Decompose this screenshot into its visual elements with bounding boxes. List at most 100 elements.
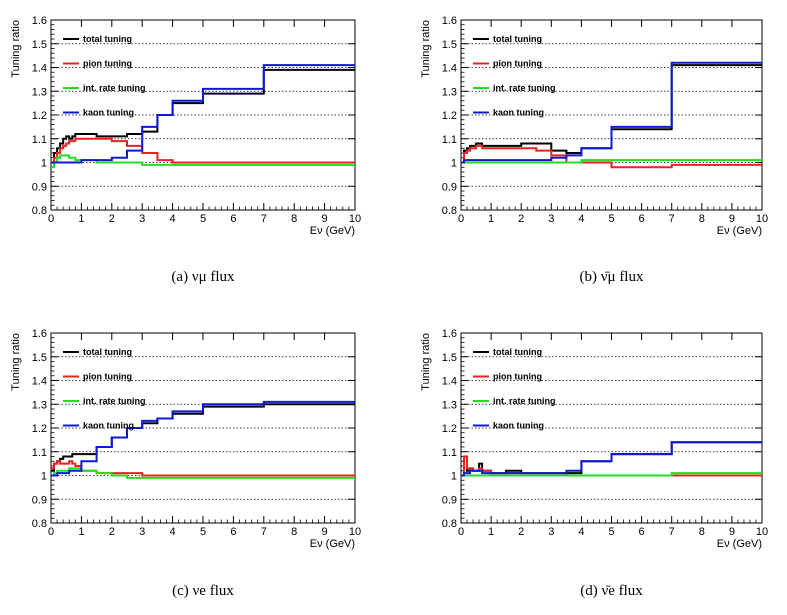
y-tick-label: 0.9 (442, 494, 457, 506)
x-tick-label: 5 (608, 213, 614, 225)
y-tick-label: 1.4 (442, 376, 457, 388)
x-tick-label: 2 (518, 213, 524, 225)
y-tick-label: 1.3 (32, 86, 47, 98)
y-tick-label: 0.8 (442, 518, 457, 530)
panel-caption: (a) νμ flux (171, 269, 235, 285)
legend-entry: pion tuning (493, 372, 542, 382)
legend-entry: kaon tuning (493, 421, 544, 431)
x-tick-label: 8 (291, 213, 297, 225)
y-tick-label: 0.9 (442, 181, 457, 193)
y-tick-label: 1.1 (442, 447, 457, 459)
x-tick-label: 1 (488, 526, 494, 538)
y-tick-label: 1.3 (32, 399, 47, 411)
y-tick-label: 1.4 (442, 63, 457, 75)
x-axis-label: Eν (GeV) (717, 538, 762, 550)
y-tick-label: 1 (451, 158, 457, 170)
x-tick-label: 0 (48, 213, 54, 225)
x-tick-label: 0 (48, 526, 54, 538)
y-tick-label: 1.1 (32, 134, 47, 146)
chart-panel-2: 0.8 0.9 1 1.1 1.2 1.3 1.4 1.5 1.6 0 1 2 3 4 5 6 7 8 9 10Eν … (420, 15, 768, 285)
chart-panel-3: 0.8 0.9 1 1.1 1.2 1.3 1.4 1.5 1.6 0 1 2 3 4 5 6 7 8 9 10Eν … (10, 328, 361, 599)
x-tick-label: 10 (349, 213, 361, 225)
x-tick-label: 0 (458, 213, 464, 225)
x-tick-label: 7 (261, 526, 267, 538)
x-tick-label: 5 (608, 526, 614, 538)
series-line-pion-tuning (461, 144, 762, 169)
y-tick-label: 1.5 (32, 39, 47, 51)
x-tick-label: 10 (349, 526, 361, 538)
y-tick-label: 1.1 (32, 447, 47, 459)
legend-entry: int. rate tuning (493, 396, 556, 406)
x-tick-label: 5 (200, 526, 206, 538)
x-tick-label: 6 (639, 213, 645, 225)
legend-entry: pion tuning (493, 59, 542, 69)
x-axis-label: Eν (GeV) (717, 225, 762, 237)
legend-entry: pion tuning (83, 59, 132, 69)
x-tick-label: 2 (518, 526, 524, 538)
x-tick-label: 1 (488, 213, 494, 225)
y-tick-label: 1.6 (32, 328, 47, 340)
series-line-int-rate-tuning (51, 154, 355, 169)
panel-caption: (b) ν̄μ flux (580, 269, 644, 285)
x-axis-label: Eν (GeV) (310, 538, 355, 550)
x-tick-label: 8 (291, 526, 297, 538)
y-axis-label: Tuning ratio (10, 20, 22, 78)
legend-entry: total tuning (83, 34, 132, 44)
y-tick-label: 1.3 (442, 399, 457, 411)
y-tick-label: 1 (41, 158, 47, 170)
x-tick-label: 6 (639, 526, 645, 538)
y-tick-label: 1.2 (442, 423, 457, 435)
series-line-pion-tuning (51, 137, 355, 164)
y-tick-label: 1.5 (442, 39, 457, 51)
x-tick-label: 8 (699, 526, 705, 538)
y-tick-label: 0.9 (32, 494, 47, 506)
y-tick-label: 1.6 (442, 15, 457, 27)
panel-caption: (c) νe flux (172, 583, 234, 599)
x-tick-label: 6 (230, 526, 236, 538)
x-tick-label: 9 (322, 526, 328, 538)
y-tick-label: 1.6 (32, 15, 47, 27)
x-tick-label: 2 (109, 526, 115, 538)
x-tick-label: 4 (170, 526, 176, 538)
x-tick-label: 10 (756, 526, 768, 538)
series-line-int-rate-tuning (461, 159, 762, 164)
legend-entry: kaon tuning (83, 108, 134, 118)
x-tick-label: 4 (578, 213, 584, 225)
y-tick-label: 1.1 (442, 134, 457, 146)
x-tick-label: 7 (261, 213, 267, 225)
x-tick-label: 2 (109, 213, 115, 225)
y-tick-label: 0.8 (442, 205, 457, 217)
chart-panel-1: 0.8 0.9 1 1.1 1.2 1.3 1.4 1.5 1.6 0 1 2 3 4 5 6 7 8 9 10Eν … (10, 15, 361, 285)
x-tick-label: 8 (699, 213, 705, 225)
legend-entry: total tuning (493, 34, 542, 44)
y-tick-label: 1.2 (442, 110, 457, 122)
legend-entry: total tuning (493, 347, 542, 357)
legend-entry: pion tuning (83, 372, 132, 382)
legend-entry: kaon tuning (83, 421, 134, 431)
y-tick-label: 1 (451, 471, 457, 483)
x-tick-label: 5 (200, 213, 206, 225)
series-line-int-rate-tuning (461, 472, 762, 477)
legend-entry: kaon tuning (493, 108, 544, 118)
y-tick-label: 1.6 (442, 328, 457, 340)
y-tick-label: 0.9 (32, 181, 47, 193)
panel-caption: (d) ν̄e flux (580, 583, 643, 599)
x-tick-label: 6 (230, 213, 236, 225)
x-tick-label: 7 (669, 526, 675, 538)
x-tick-label: 3 (139, 526, 145, 538)
x-tick-label: 9 (729, 213, 735, 225)
y-tick-label: 0.8 (32, 518, 47, 530)
series-line-kaon-tuning (51, 400, 355, 477)
y-tick-label: 1 (41, 471, 47, 483)
y-tick-label: 1.5 (442, 352, 457, 364)
x-tick-label: 3 (139, 213, 145, 225)
legend-entry: int. rate tuning (493, 83, 556, 93)
y-tick-label: 1.2 (32, 110, 47, 122)
x-tick-label: 3 (548, 526, 554, 538)
series-line-kaon-tuning (461, 61, 762, 164)
y-axis-label: Tuning ratio (10, 333, 22, 391)
x-axis-label: Eν (GeV) (310, 225, 355, 237)
x-tick-label: 1 (78, 526, 84, 538)
y-axis-label: Tuning ratio (420, 333, 432, 391)
